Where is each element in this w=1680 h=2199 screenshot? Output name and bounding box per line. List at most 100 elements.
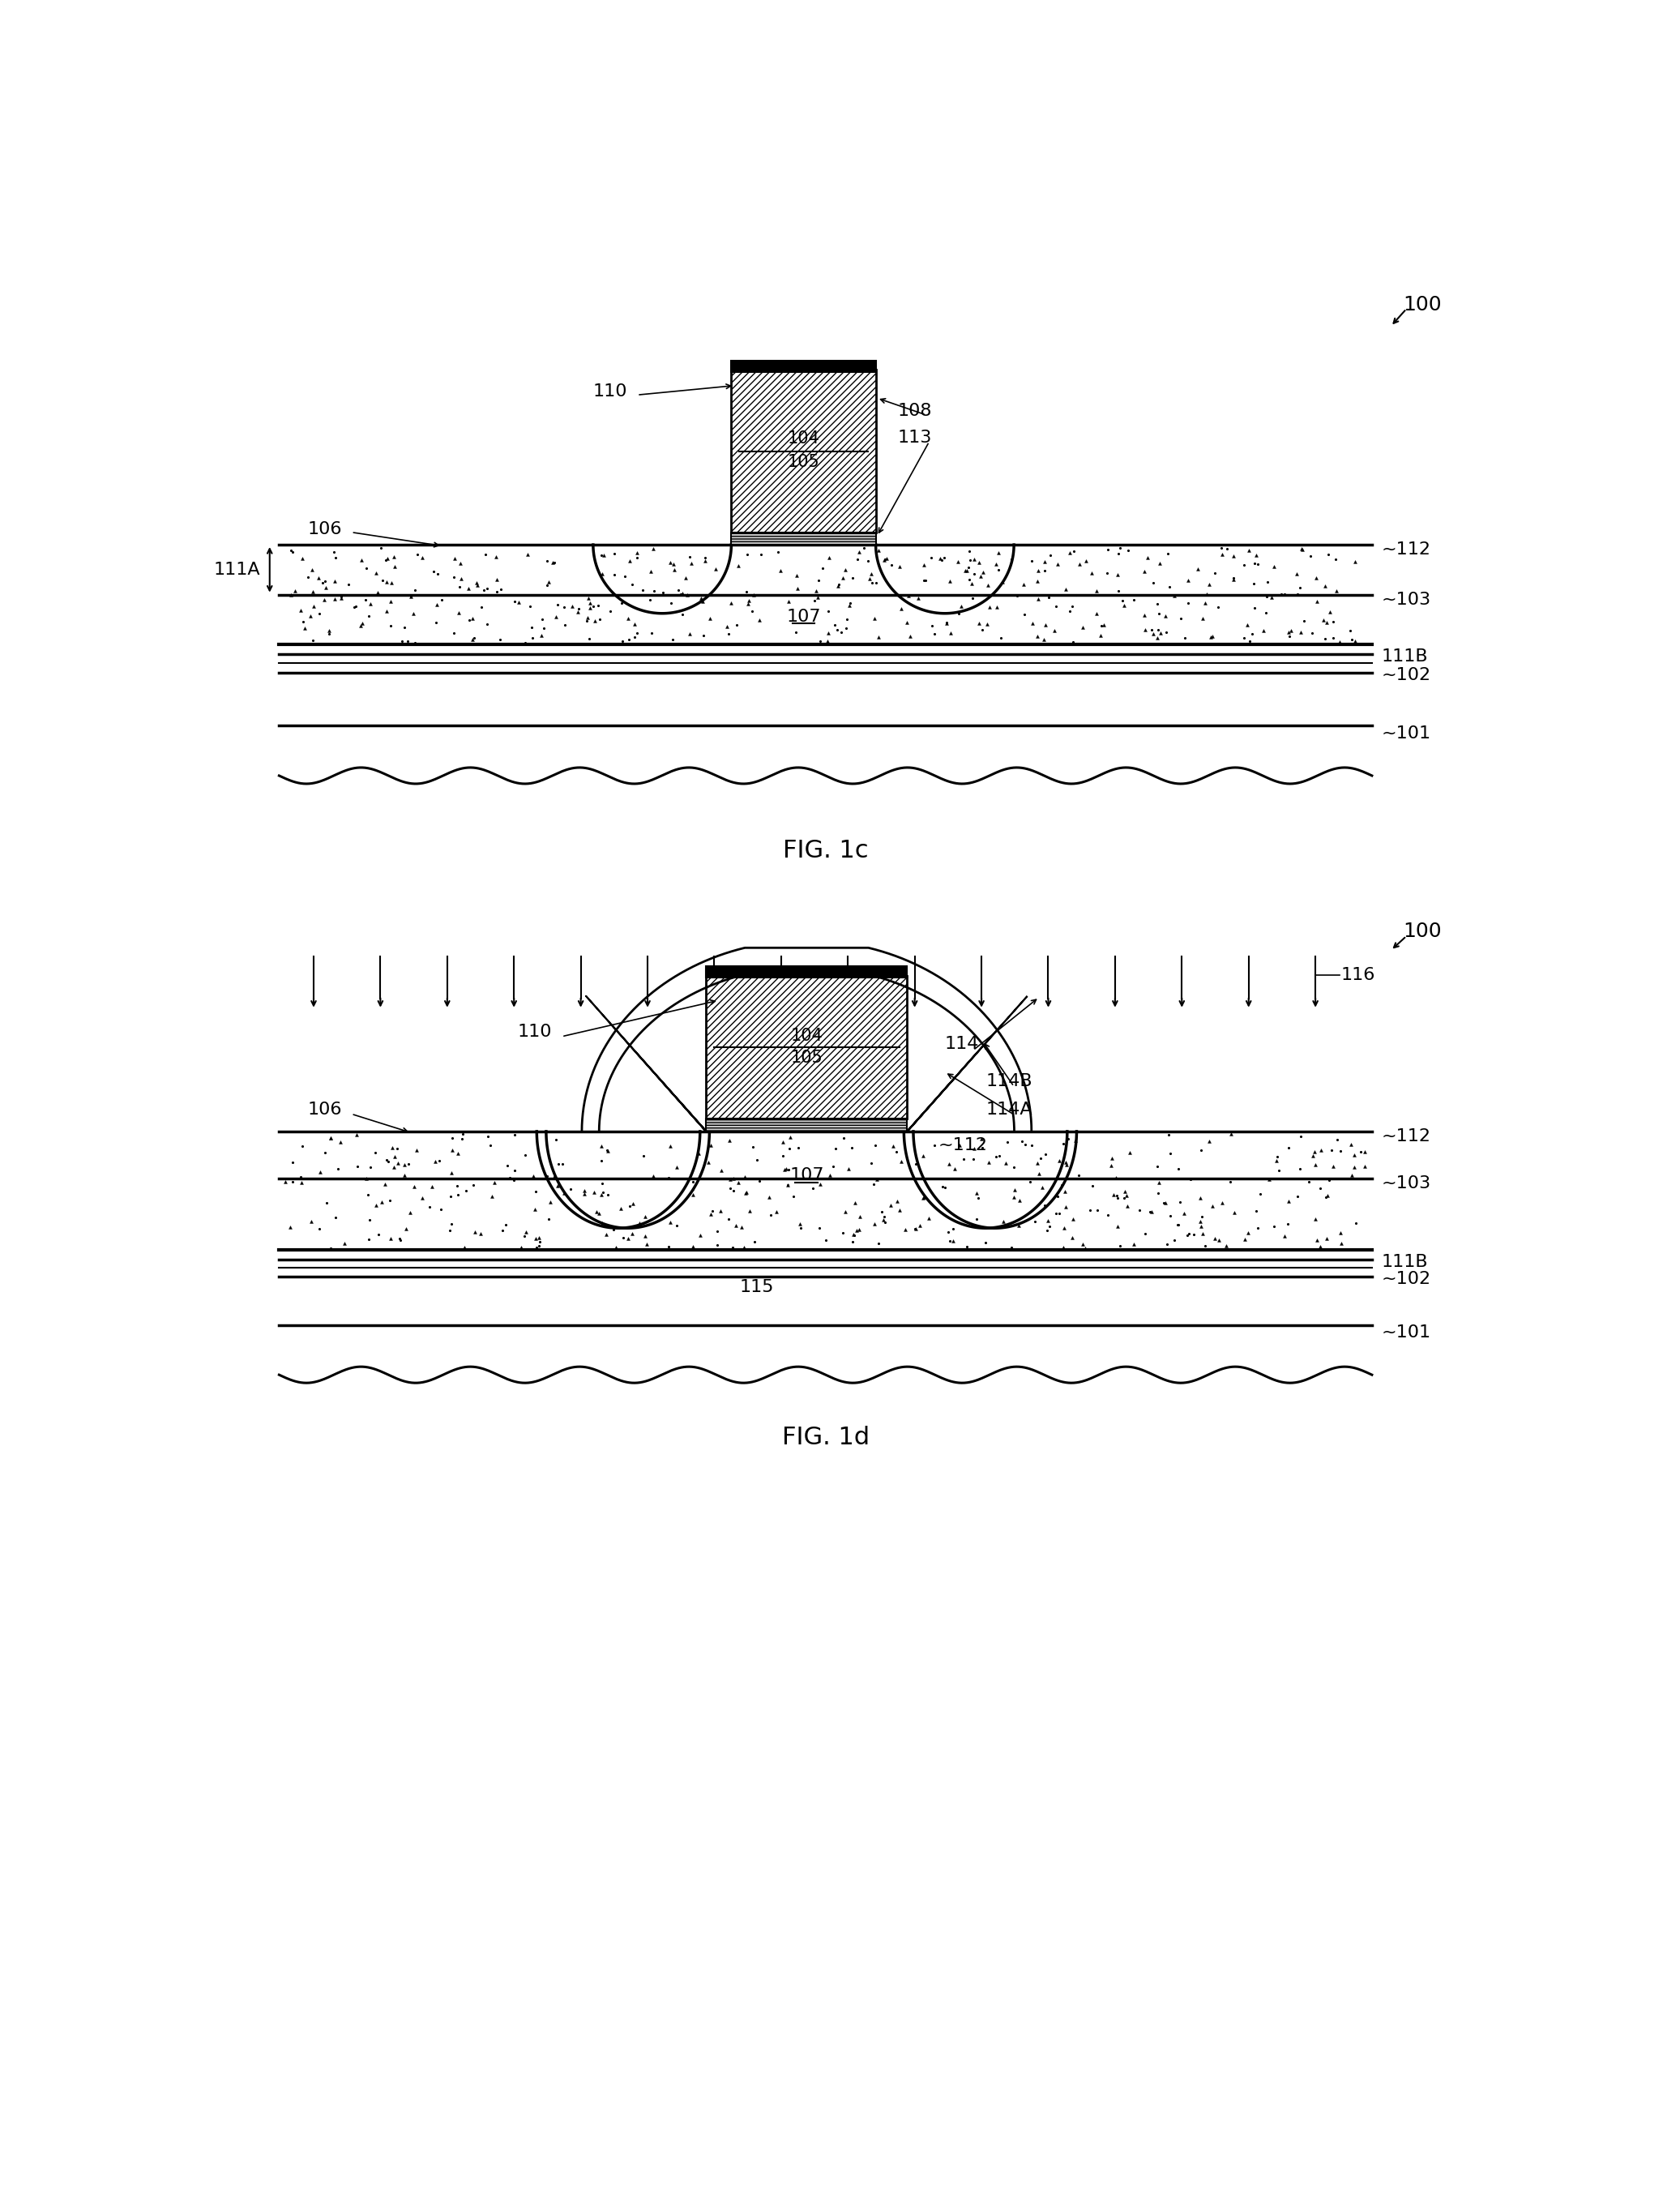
Point [1102,1161,1129,1196]
Point [835,1150,862,1185]
Point [343,589,370,625]
Point [1121,583,1147,618]
Point [1097,1148,1124,1183]
Point [1164,1152,1191,1187]
Point [1326,625,1352,660]
Point [1302,1201,1329,1236]
Point [633,1227,660,1262]
Point [832,1194,858,1229]
Point [932,1170,959,1205]
Point [1236,625,1263,660]
Point [351,583,378,618]
Point [610,1220,637,1256]
Point [648,574,675,609]
Point [606,1190,633,1225]
Point [484,574,511,609]
Point [544,1168,571,1203]
Point [564,594,591,629]
Point [449,1121,475,1157]
Point [381,539,408,574]
Point [395,1146,422,1181]
Point [630,572,657,607]
Point [902,1212,929,1247]
Point [427,1143,454,1179]
Bar [279,1132,1373,1249]
Point [391,1157,418,1192]
Text: 106: 106 [307,1102,341,1117]
Point [585,1196,612,1231]
Point [1063,578,1090,614]
Point [1126,1192,1152,1227]
Point [769,1139,796,1174]
Point [669,596,696,631]
Point [373,543,400,578]
Point [1072,1231,1099,1267]
Point [632,1198,659,1234]
Point [583,1194,610,1229]
Point [1166,1185,1193,1220]
Point [857,561,884,596]
Point [721,1161,748,1196]
Point [361,1135,388,1170]
Point [617,1190,643,1225]
Point [1161,578,1188,614]
Point [944,543,971,578]
Point [1062,1124,1089,1159]
Point [931,541,958,576]
Point [1208,537,1235,572]
Point [1023,618,1050,653]
Point [1200,618,1226,653]
Point [990,1203,1016,1238]
Point [438,1154,465,1190]
Point [860,1165,887,1201]
Point [1314,1179,1341,1214]
Point [299,622,326,658]
Point [1047,1143,1074,1179]
Point [677,616,704,651]
Point [746,603,773,638]
Point [1243,537,1270,572]
Point [1208,530,1235,565]
Text: ~112: ~112 [1381,1128,1431,1143]
Point [764,534,791,570]
Point [1220,561,1247,596]
Point [1055,1121,1082,1157]
Point [1171,620,1198,655]
Point [919,609,946,644]
Point [1131,554,1158,589]
Point [403,1132,430,1168]
Point [907,1207,934,1242]
Point [575,600,601,636]
Point [1263,1143,1290,1179]
Point [1230,620,1257,655]
Point [1221,1194,1248,1229]
Point [1010,567,1037,603]
Point [655,1159,682,1194]
Point [773,1152,800,1187]
Point [373,565,400,600]
Point [1052,1146,1079,1181]
Point [1144,1174,1171,1209]
Point [1289,530,1315,565]
Text: 114: 114 [944,1036,979,1051]
Point [869,1194,895,1229]
Point [487,572,514,607]
Bar [706,976,907,1119]
Point [637,583,664,618]
Point [1104,1181,1131,1216]
Point [840,1216,867,1251]
Point [865,620,892,655]
Point [630,1139,657,1174]
Point [872,541,899,576]
Point [927,541,954,576]
Point [1001,1172,1028,1207]
Point [722,1207,749,1242]
Point [440,616,467,651]
Point [806,625,833,660]
Point [973,1225,1000,1260]
Point [408,1181,435,1216]
Point [680,1163,707,1198]
Point [964,1181,991,1216]
Point [936,1146,963,1181]
Point [727,1209,754,1245]
